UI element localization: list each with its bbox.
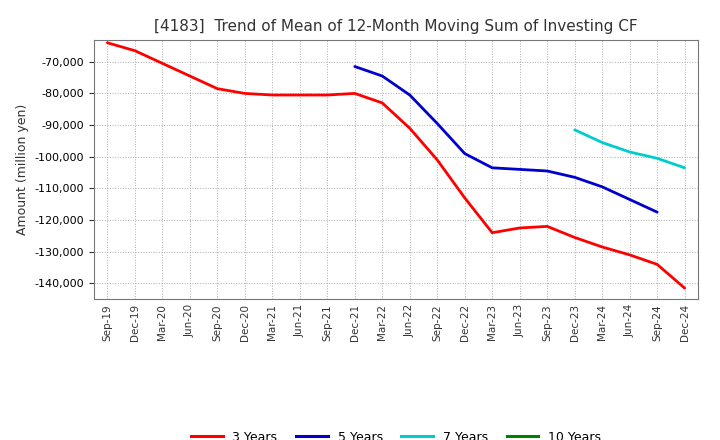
5 Years <box>488 165 497 170</box>
3 Years <box>433 157 441 162</box>
Y-axis label: Amount (million yen): Amount (million yen) <box>16 104 29 235</box>
5 Years <box>598 184 606 190</box>
7 Years <box>626 149 634 154</box>
3 Years <box>543 224 552 229</box>
3 Years <box>405 125 414 131</box>
Line: 5 Years: 5 Years <box>355 66 657 212</box>
3 Years <box>323 92 332 98</box>
Title: [4183]  Trend of Mean of 12-Month Moving Sum of Investing CF: [4183] Trend of Mean of 12-Month Moving … <box>154 19 638 34</box>
3 Years <box>626 252 634 257</box>
3 Years <box>268 92 276 98</box>
3 Years <box>680 286 689 291</box>
Legend: 3 Years, 5 Years, 7 Years, 10 Years: 3 Years, 5 Years, 7 Years, 10 Years <box>186 426 606 440</box>
5 Years <box>351 64 359 69</box>
5 Years <box>433 121 441 126</box>
Line: 7 Years: 7 Years <box>575 130 685 168</box>
7 Years <box>680 165 689 170</box>
7 Years <box>653 156 662 161</box>
5 Years <box>378 73 387 79</box>
7 Years <box>598 140 606 145</box>
5 Years <box>460 151 469 156</box>
3 Years <box>653 262 662 267</box>
Line: 3 Years: 3 Years <box>107 43 685 288</box>
3 Years <box>351 91 359 96</box>
3 Years <box>598 244 606 249</box>
5 Years <box>570 175 579 180</box>
3 Years <box>103 40 112 45</box>
3 Years <box>570 235 579 240</box>
3 Years <box>130 48 139 53</box>
3 Years <box>516 225 524 231</box>
3 Years <box>378 100 387 106</box>
3 Years <box>460 195 469 201</box>
3 Years <box>158 61 166 66</box>
3 Years <box>213 86 222 92</box>
3 Years <box>295 92 304 98</box>
7 Years <box>570 127 579 132</box>
5 Years <box>543 169 552 174</box>
3 Years <box>240 91 249 96</box>
5 Years <box>626 197 634 202</box>
5 Years <box>653 209 662 215</box>
5 Years <box>516 167 524 172</box>
3 Years <box>186 73 194 79</box>
5 Years <box>405 92 414 98</box>
3 Years <box>488 230 497 235</box>
